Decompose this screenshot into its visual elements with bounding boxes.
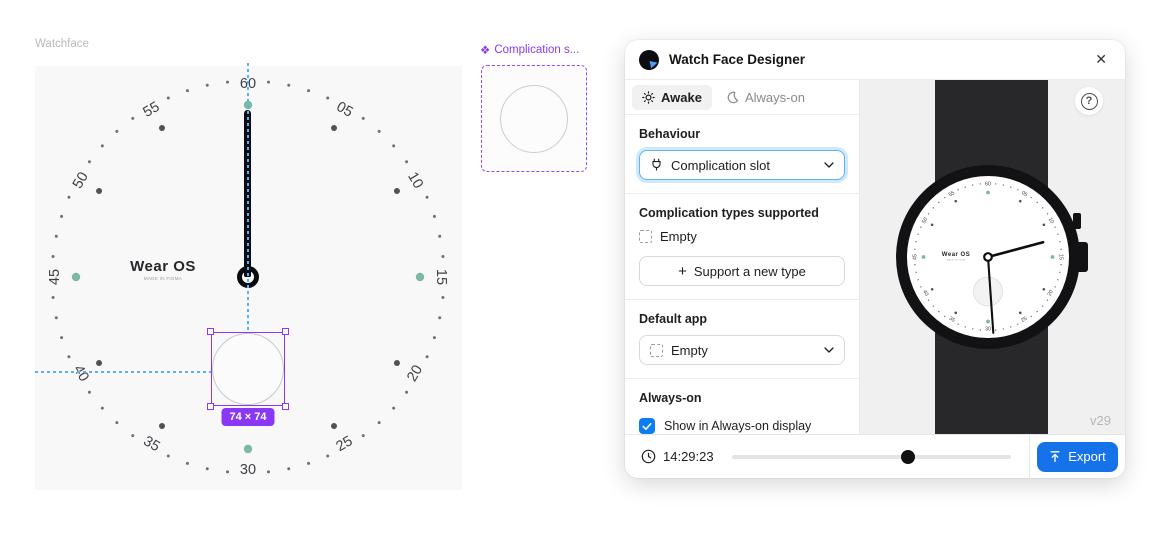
support-new-type-button[interactable]: + Support a new type bbox=[639, 256, 845, 286]
watch-preview: 05 10 15 20 25 30 35 40 45 50 55 60 Wear OS MADE IN F… bbox=[860, 80, 1125, 434]
divider bbox=[1029, 435, 1030, 478]
svg-text:MADE IN FIGMA: MADE IN FIGMA bbox=[947, 259, 966, 262]
component-name: Complication s... bbox=[494, 44, 580, 56]
panel-header: Watch Face Designer ✕ bbox=[625, 40, 1125, 80]
export-icon bbox=[1050, 451, 1060, 463]
svg-text:Wear OS: Wear OS bbox=[130, 258, 196, 275]
svg-text:10: 10 bbox=[1047, 217, 1055, 225]
component-label[interactable]: ❖ Complication s... bbox=[480, 43, 579, 57]
svg-text:20: 20 bbox=[404, 363, 426, 385]
chevron-down-icon bbox=[824, 162, 834, 168]
time-value: 14:29:23 bbox=[663, 449, 714, 464]
frame-title: Watchface bbox=[35, 38, 89, 50]
svg-text:MADE IN FIGMA: MADE IN FIGMA bbox=[144, 276, 182, 281]
checkbox-checked[interactable] bbox=[639, 418, 655, 434]
empty-icon bbox=[650, 343, 663, 357]
svg-text:15: 15 bbox=[1058, 254, 1064, 260]
moon-icon bbox=[727, 91, 739, 103]
default-app-value: Empty bbox=[671, 342, 708, 358]
default-app-section: Default app Empty bbox=[625, 299, 859, 378]
selection-handle-bottom-right[interactable] bbox=[282, 403, 289, 410]
selection-handle-bottom-left[interactable] bbox=[207, 403, 214, 410]
panel-title: Watch Face Designer bbox=[669, 52, 806, 67]
settings-column: Awake Always-on Behaviour bbox=[625, 80, 860, 434]
svg-text:05: 05 bbox=[1020, 190, 1028, 198]
type-empty-label: Empty bbox=[660, 229, 697, 244]
svg-text:45: 45 bbox=[913, 254, 919, 260]
plugin-panel: Watch Face Designer ✕ Awake bbox=[625, 40, 1125, 478]
behaviour-value: Complication slot bbox=[671, 157, 770, 173]
tab-always-on-label: Always-on bbox=[744, 89, 805, 105]
support-new-type-label: Support a new type bbox=[693, 263, 806, 279]
svg-text:10: 10 bbox=[404, 170, 426, 192]
svg-text:55: 55 bbox=[141, 99, 163, 121]
always-on-label: Always-on bbox=[639, 391, 702, 405]
svg-text:45: 45 bbox=[47, 269, 63, 285]
svg-text:35: 35 bbox=[141, 433, 163, 455]
component-icon: ❖ bbox=[480, 45, 491, 57]
complication-types-label: Complication types supported bbox=[639, 206, 819, 220]
svg-text:05: 05 bbox=[334, 99, 356, 121]
vertical-guide-line bbox=[247, 63, 249, 332]
svg-text:40: 40 bbox=[921, 289, 929, 297]
size-badge: 74 × 74 bbox=[221, 408, 275, 426]
complication-slot-circle[interactable] bbox=[212, 333, 284, 405]
empty-icon bbox=[639, 230, 652, 243]
svg-text:15: 15 bbox=[433, 269, 449, 285]
selection-handle-top-right[interactable] bbox=[282, 328, 289, 335]
svg-text:40: 40 bbox=[70, 363, 92, 385]
close-icon[interactable]: ✕ bbox=[1095, 51, 1107, 67]
svg-text:20: 20 bbox=[1047, 289, 1055, 297]
plus-icon: + bbox=[678, 262, 687, 280]
sun-icon bbox=[642, 90, 655, 104]
time-display: 14:29:23 bbox=[625, 449, 714, 464]
watch-side-button bbox=[1073, 213, 1081, 229]
always-on-section: Always-on Show in Always-on display bbox=[625, 378, 859, 434]
always-on-checkbox-label: Show in Always-on display bbox=[664, 419, 812, 433]
selection-box[interactable] bbox=[207, 328, 289, 410]
svg-text:30: 30 bbox=[985, 327, 991, 333]
svg-text:35: 35 bbox=[948, 316, 956, 324]
svg-text:25: 25 bbox=[334, 433, 356, 455]
behaviour-section: Behaviour Complication slot bbox=[625, 115, 859, 193]
export-button[interactable]: Export bbox=[1037, 441, 1118, 472]
export-label: Export bbox=[1068, 449, 1106, 464]
slider-track[interactable] bbox=[731, 454, 1011, 459]
chevron-down-icon bbox=[824, 347, 834, 353]
plugin-logo-icon bbox=[639, 49, 659, 70]
default-app-label: Default app bbox=[639, 312, 708, 326]
component-thumbnail[interactable] bbox=[481, 65, 587, 172]
complication-types-section: Complication types supported Empty + Sup… bbox=[625, 193, 859, 299]
svg-text:50: 50 bbox=[921, 217, 929, 225]
slider-thumb[interactable] bbox=[900, 449, 915, 464]
svg-text:60: 60 bbox=[985, 182, 991, 188]
time-slider[interactable] bbox=[731, 449, 1011, 464]
svg-text:25: 25 bbox=[1020, 316, 1028, 324]
svg-text:50: 50 bbox=[70, 170, 92, 192]
plug-icon bbox=[652, 158, 661, 171]
tab-awake[interactable]: Awake bbox=[632, 84, 712, 110]
component-thumbnail-circle bbox=[500, 84, 568, 153]
svg-text:55: 55 bbox=[948, 190, 956, 198]
svg-text:30: 30 bbox=[240, 462, 256, 478]
tab-awake-label: Awake bbox=[661, 89, 702, 105]
clock-icon bbox=[641, 449, 656, 464]
svg-text:Wear OS: Wear OS bbox=[942, 252, 970, 258]
horizontal-guide-line bbox=[35, 371, 211, 373]
default-app-select[interactable]: Empty bbox=[639, 335, 845, 365]
selection-handle-top-left[interactable] bbox=[207, 328, 214, 335]
question-mark-icon: ? bbox=[1080, 92, 1098, 110]
behaviour-label: Behaviour bbox=[639, 127, 701, 141]
footer-bar: 14:29:23 Export bbox=[625, 434, 1125, 478]
help-button[interactable]: ? bbox=[1075, 87, 1103, 115]
type-list-item-empty[interactable]: Empty bbox=[639, 229, 845, 244]
mode-tabs: Awake Always-on bbox=[625, 80, 859, 115]
version-label: v29 bbox=[1090, 413, 1111, 428]
tab-always-on[interactable]: Always-on bbox=[716, 85, 815, 110]
always-on-checkbox-row[interactable]: Show in Always-on display bbox=[639, 418, 845, 434]
behaviour-select[interactable]: Complication slot bbox=[639, 150, 845, 180]
